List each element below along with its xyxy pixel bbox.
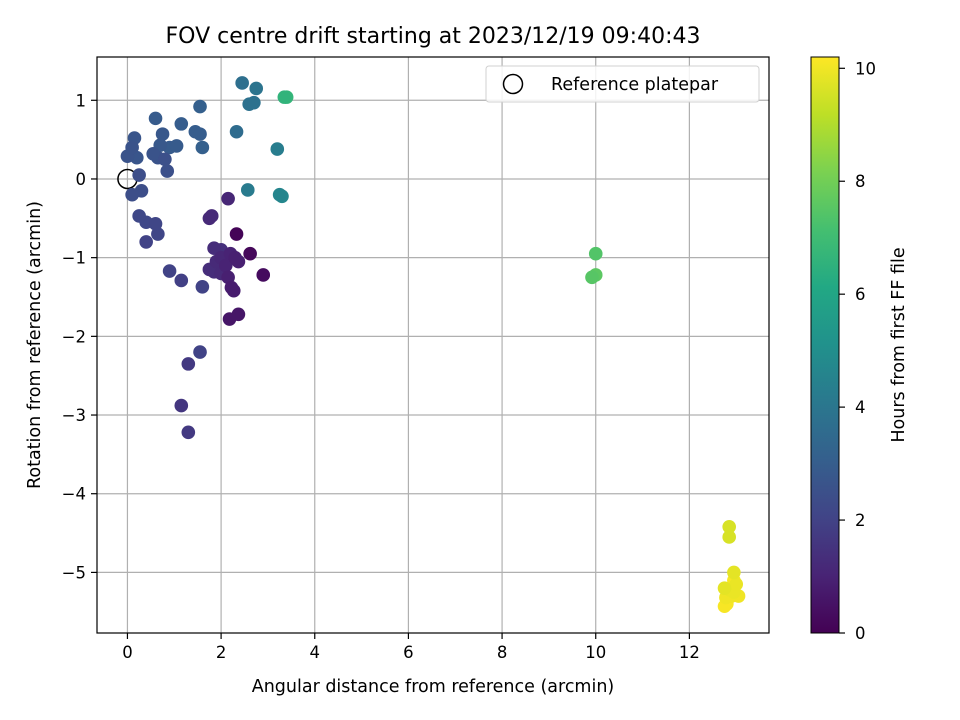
data-point: [272, 187, 287, 202]
data-point: [221, 191, 235, 206]
data-point: [727, 565, 741, 580]
x-tick-label: 2: [216, 643, 227, 662]
data-point: [588, 246, 603, 261]
x-tick-label: 4: [310, 643, 321, 662]
data-point: [174, 398, 189, 413]
data-point: [207, 241, 221, 256]
colorbar-tick-label: 10: [855, 59, 876, 78]
data-point: [162, 264, 177, 278]
colorbar-ticks: 0 2 4 6 8 10: [839, 59, 876, 643]
legend: Reference platepar: [485, 65, 760, 103]
data-point: [231, 307, 246, 322]
data-point: [231, 254, 246, 269]
data-point: [722, 530, 736, 544]
data-point: [181, 357, 196, 371]
data-point: [181, 425, 196, 440]
data-point: [169, 139, 184, 153]
data-point: [243, 246, 257, 261]
data-point: [218, 258, 233, 273]
x-tick-label: 6: [403, 643, 414, 662]
data-point: [722, 519, 736, 534]
data-point: [585, 270, 599, 285]
y-tick-label: −4: [62, 485, 86, 504]
data-point: [148, 217, 163, 231]
y-axis-label: Rotation from reference (arcmin): [25, 201, 45, 489]
data-point: [221, 270, 235, 285]
colorbar-tick-label: 4: [855, 398, 866, 417]
data-point: [277, 90, 292, 104]
data-point: [160, 164, 175, 178]
y-tick-label: −5: [62, 563, 86, 582]
data-point: [132, 209, 146, 223]
x-tick-label: 12: [679, 643, 700, 662]
data-point: [132, 168, 146, 182]
data-point: [229, 124, 244, 139]
data-point: [193, 99, 207, 114]
data-point: [202, 211, 217, 226]
scatter-points: [120, 76, 746, 614]
data-point: [256, 268, 271, 282]
data-point: [125, 187, 139, 202]
data-point: [229, 227, 244, 241]
colorbar: [810, 56, 840, 634]
data-point: [151, 227, 165, 241]
data-point: [729, 577, 744, 592]
data-point: [195, 279, 210, 294]
data-point: [193, 127, 207, 141]
x-tick-label: 0: [122, 643, 133, 662]
data-point: [155, 127, 170, 141]
data-point: [174, 273, 189, 288]
data-point: [195, 140, 210, 155]
plot-frame: [96, 56, 770, 634]
data-point: [125, 140, 139, 155]
x-tick-label: 10: [585, 643, 606, 662]
colorbar-tick-label: 0: [855, 624, 866, 643]
data-point: [193, 345, 207, 359]
x-tick-label: 8: [497, 643, 508, 662]
y-tick-label: −1: [62, 249, 86, 268]
data-point: [146, 146, 160, 161]
colorbar-label: Hours from first FF file: [889, 247, 909, 442]
data-point: [717, 581, 732, 595]
y-tick-label: 1: [76, 91, 87, 110]
data-point: [148, 111, 163, 126]
colorbar-tick-label: 6: [855, 285, 866, 304]
legend-marker: [502, 73, 524, 95]
data-point: [240, 183, 255, 197]
data-point: [226, 283, 241, 298]
legend-label: Reference platepar: [551, 75, 719, 95]
data-point: [158, 152, 172, 167]
data-point: [247, 95, 261, 110]
x-axis-ticks: 0 2 4 6 8 10 12: [122, 633, 700, 662]
legend-box: [485, 65, 760, 103]
data-point: [174, 117, 189, 131]
chart-title: FOV centre drift starting at 2023/12/19 …: [166, 24, 701, 49]
colorbar-tick-label: 8: [855, 172, 866, 191]
data-point: [270, 142, 285, 156]
y-tick-label: −2: [62, 327, 86, 346]
y-tick-label: −3: [62, 406, 86, 425]
data-point: [249, 81, 264, 96]
data-point: [235, 76, 249, 90]
y-tick-label: 0: [76, 170, 87, 189]
data-point: [139, 235, 153, 249]
x-axis-label: Angular distance from reference (arcmin): [252, 677, 615, 697]
colorbar-tick-label: 2: [855, 511, 866, 530]
y-axis-ticks: −5 −4 −3 −2 −1 0 1: [62, 91, 97, 582]
